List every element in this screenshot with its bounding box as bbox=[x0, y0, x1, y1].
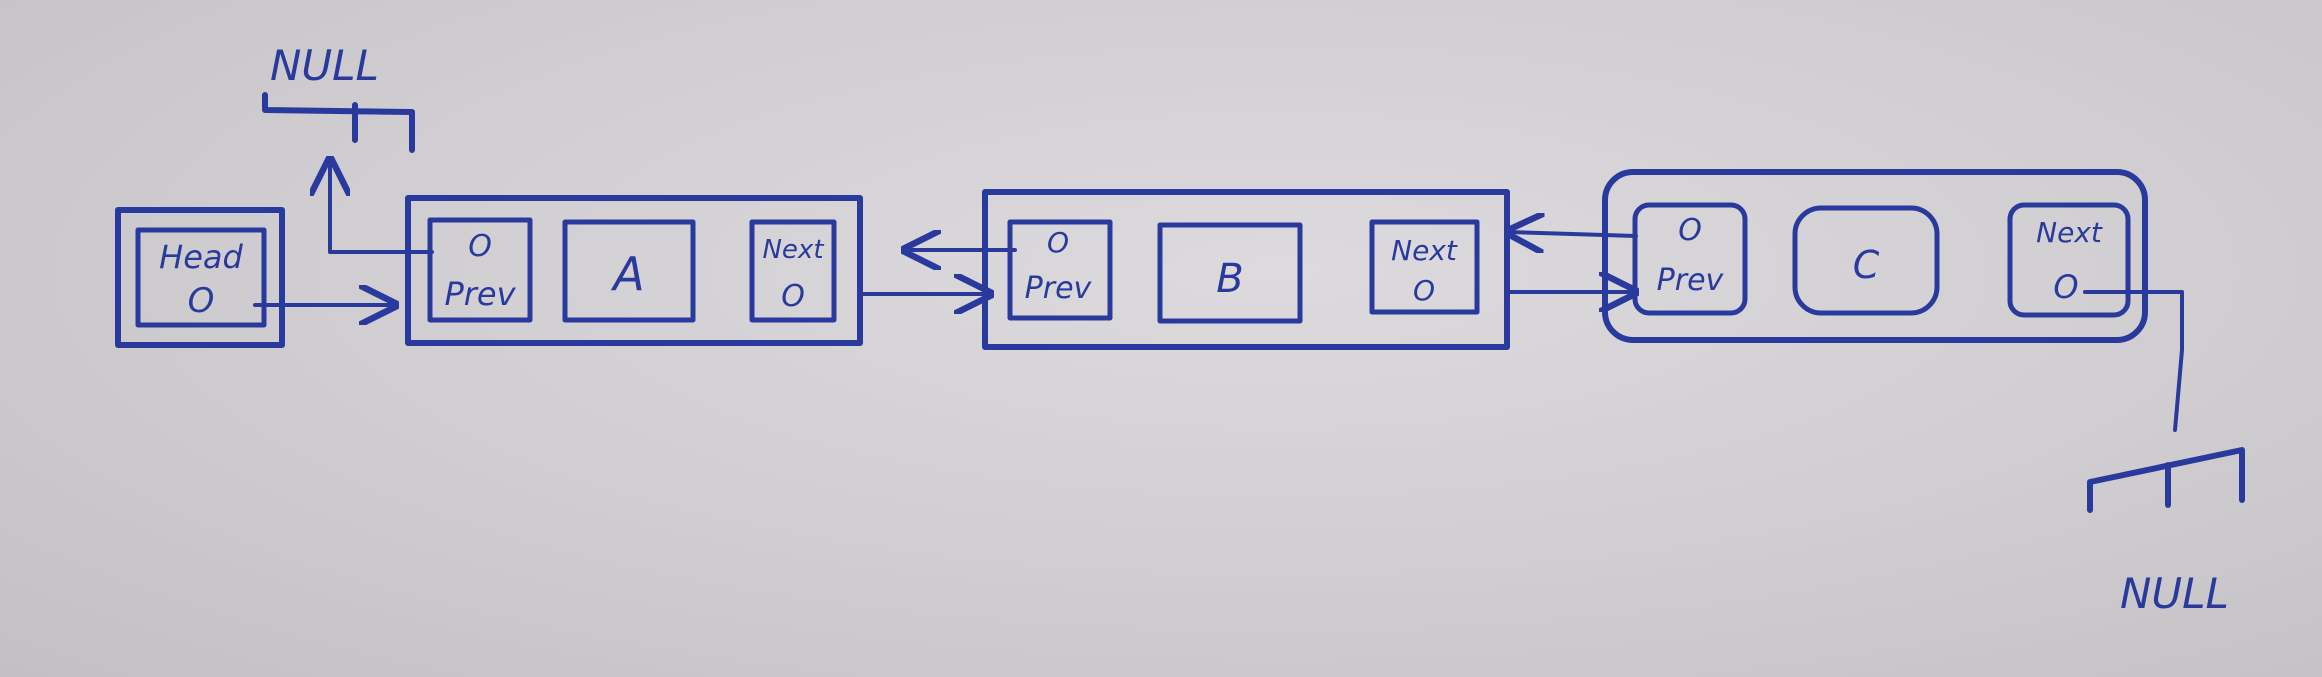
null-top-label: NULL bbox=[270, 41, 379, 90]
c-prev-to-b-arrow bbox=[1508, 232, 1638, 236]
head-node: Head O bbox=[115, 207, 285, 348]
node-b-value: B bbox=[1216, 256, 1243, 302]
node-c-next-pointer: O bbox=[2053, 268, 2078, 306]
node-b: O Prev B Next O bbox=[982, 189, 1510, 350]
node-c-prev-pointer: O bbox=[1678, 213, 1702, 248]
node-b-next-pointer: O bbox=[1413, 274, 1435, 307]
null-bottom-label: NULL bbox=[2120, 569, 2229, 618]
null-top-ground-symbol bbox=[262, 92, 415, 153]
node-c-next-label: Next bbox=[2036, 216, 2103, 249]
node-a-prev-label: Prev bbox=[444, 275, 516, 313]
node-a-next-pointer: O bbox=[781, 279, 805, 314]
node-a: O Prev A Next O bbox=[405, 195, 863, 346]
node-b-prev-label: Prev bbox=[1025, 271, 1093, 306]
node-c: O Prev C Next O bbox=[1602, 169, 2148, 343]
node-a-prev-pointer: O bbox=[468, 229, 492, 264]
node-a-value: A bbox=[610, 247, 644, 301]
a-prev-to-null-arrow bbox=[330, 160, 434, 254]
node-b-prev-pointer: O bbox=[1047, 226, 1069, 259]
node-c-value: C bbox=[1853, 243, 1880, 287]
node-c-prev-label: Prev bbox=[1657, 263, 1725, 298]
null-bottom-ground-symbol bbox=[2087, 447, 2245, 513]
c-next-to-null-line bbox=[2083, 290, 2184, 432]
head-pointer: O bbox=[188, 281, 215, 321]
node-b-next-label: Next bbox=[1391, 234, 1458, 267]
node-a-next-label: Next bbox=[762, 235, 824, 265]
head-label: Head bbox=[159, 238, 243, 276]
